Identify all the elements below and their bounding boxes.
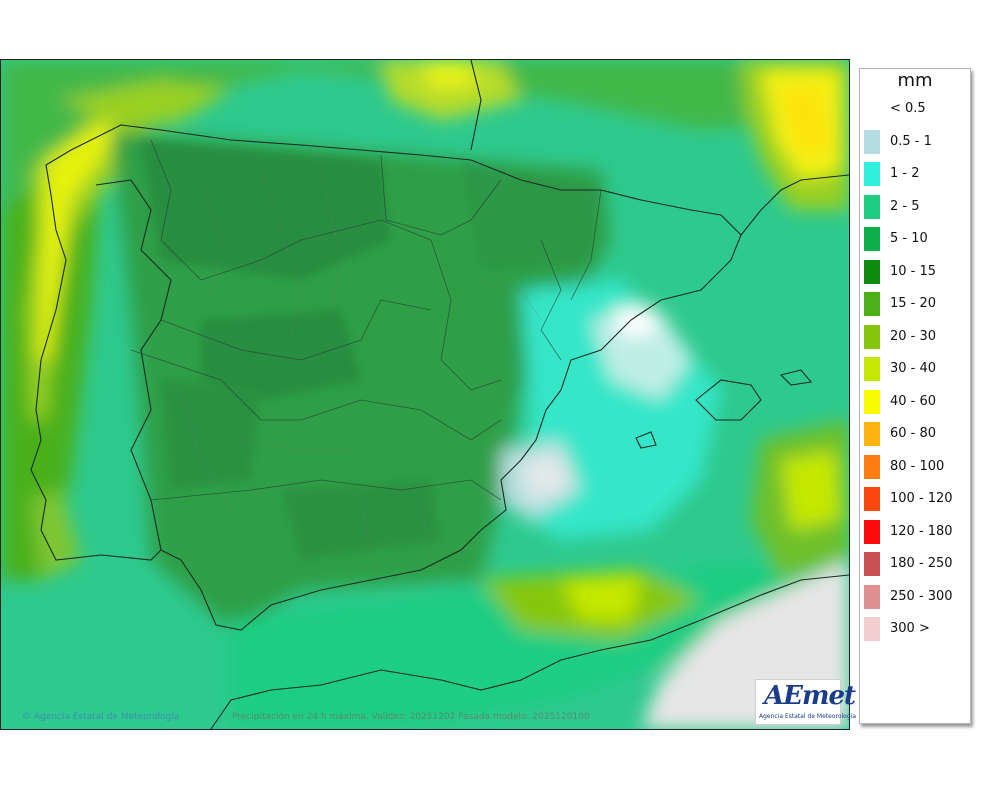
legend-row: 30 - 40	[860, 355, 970, 385]
legend-label: 0.5 - 1	[890, 133, 932, 149]
legend-label: 20 - 30	[890, 328, 937, 344]
credit-text: Agencia Estatal de Meteorología	[33, 712, 180, 722]
legend-label: 100 - 120	[890, 491, 953, 506]
legend-swatch	[864, 454, 880, 479]
legend-swatch	[864, 194, 880, 219]
legend-row: 100 - 120	[860, 485, 970, 515]
legend-swatch	[864, 227, 880, 251]
legend-label: 15 - 20	[890, 296, 937, 311]
legend-label: 120 - 180	[890, 523, 953, 539]
legend-swatch	[864, 324, 880, 349]
legend-row: 20 - 30	[860, 323, 970, 353]
legend-swatch	[864, 129, 880, 154]
precipitation-legend: mm < 0.5 0.5 - 1 1 - 2 2 - 5 5 - 10 10 - 15 15…	[859, 68, 971, 724]
legend-label: 60 - 80	[890, 426, 937, 441]
legend-label: 40 - 60	[890, 393, 937, 409]
legend-label: 180 - 250	[890, 556, 953, 571]
legend-swatch	[864, 617, 880, 641]
legend-swatch	[864, 259, 880, 284]
legend-row: 10 - 15	[860, 258, 970, 288]
legend-row: 300 >	[860, 615, 970, 645]
legend-row: 120 - 180	[860, 518, 970, 548]
legend-label: 300 >	[890, 621, 930, 636]
logo-subtitle: Agencia Estatal de Meteorología	[759, 713, 856, 720]
legend-label: 80 - 100	[890, 458, 945, 474]
province-borders	[180, 169, 542, 581]
legend-swatch	[864, 552, 880, 576]
legend-label: 10 - 15	[890, 263, 937, 279]
coastline-borders	[30, 60, 849, 729]
legend-row: 250 - 300	[860, 583, 970, 613]
legend-swatch	[864, 162, 880, 186]
legend-row: 60 - 80	[860, 420, 970, 450]
logo-wordmark: AEmet	[764, 681, 856, 711]
legend-row: 40 - 60	[860, 388, 970, 418]
validity-text: Precipitación en 24 h máxima. Validez: 2…	[232, 712, 590, 722]
legend-swatch	[864, 357, 880, 381]
legend-swatch	[864, 519, 880, 544]
legend-row: 1 - 2	[860, 160, 970, 190]
agency-credit: © Agencia Estatal de Meteorología	[22, 712, 179, 722]
legend-swatch	[864, 97, 880, 121]
legend-row: 15 - 20	[860, 290, 970, 320]
legend-label: 2 - 5	[890, 198, 920, 214]
legend-row: 80 - 100	[860, 453, 970, 483]
legend-label: 5 - 10	[890, 231, 928, 246]
legend-swatch	[864, 422, 880, 446]
legend-row: 2 - 5	[860, 193, 970, 223]
legend-row: 180 - 250	[860, 550, 970, 580]
legend-label: 1 - 2	[890, 166, 920, 181]
legend-row: < 0.5	[860, 95, 970, 125]
legend-swatch	[864, 389, 880, 414]
legend-label: < 0.5	[890, 101, 926, 116]
precipitation-map	[0, 59, 850, 730]
aemet-logo: AEmet Agencia Estatal de Meteorología	[755, 679, 856, 725]
legend-swatch	[864, 487, 880, 511]
copyright-icon: ©	[22, 712, 34, 722]
legend-label: 30 - 40	[890, 361, 937, 376]
legend-label: 250 - 300	[890, 588, 953, 604]
legend-row: 5 - 10	[860, 225, 970, 255]
legend-swatch	[864, 292, 880, 316]
legend-unit: mm	[897, 70, 933, 91]
legend-swatch	[864, 584, 880, 609]
map-canvas	[1, 60, 849, 729]
region-borders	[130, 139, 602, 501]
legend-row: 0.5 - 1	[860, 128, 970, 158]
terrain-shading	[141, 140, 601, 560]
